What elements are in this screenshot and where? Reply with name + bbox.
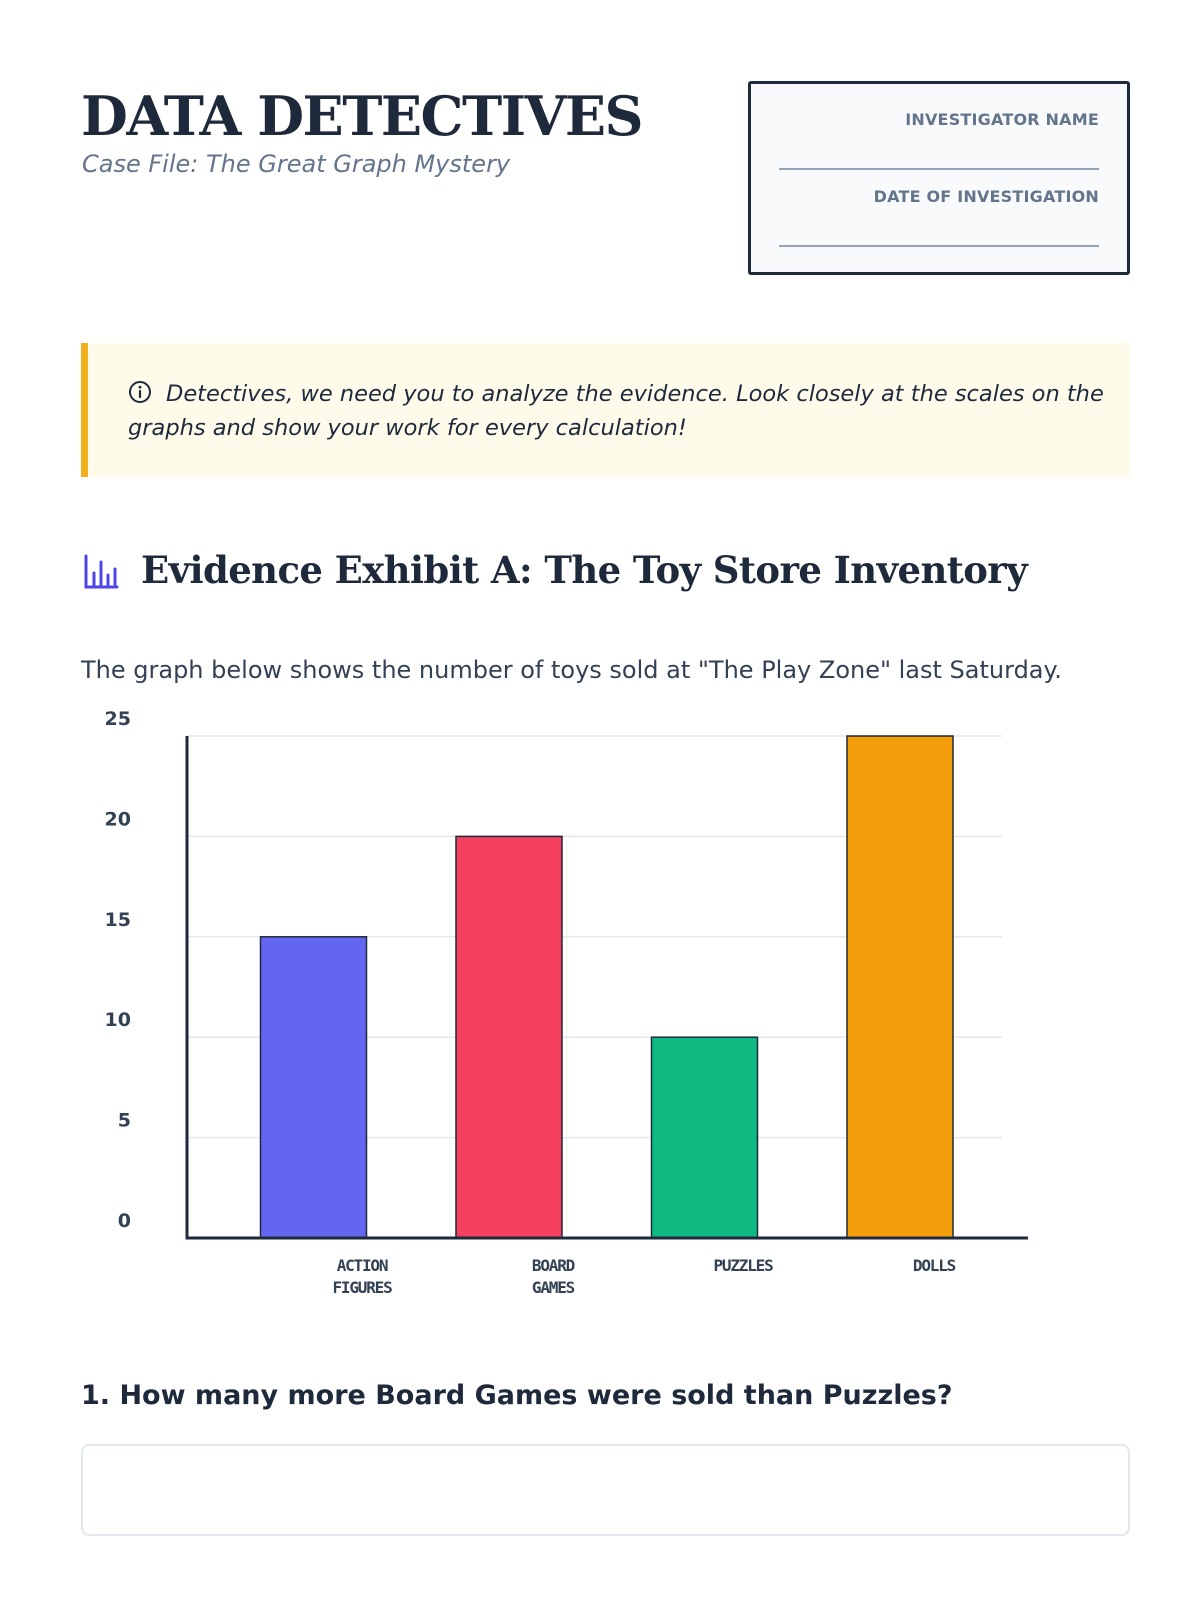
x-category-label: DOLLS [913, 1256, 956, 1275]
callout-text: Detectives, we need you to analyze the e… [128, 381, 1104, 441]
bar-chart-icon [84, 554, 119, 589]
y-axis-ticks: 0 5 10 15 20 25 [105, 708, 131, 1232]
bar [455, 835, 563, 1239]
answer-box-1[interactable] [81, 1444, 1130, 1536]
x-category-label: PUZZLES [713, 1256, 773, 1275]
section-title: Evidence Exhibit A: The Toy Store Invent… [141, 548, 1028, 592]
bar [846, 735, 954, 1239]
toy-sales-bar-chart: 0 5 10 15 20 25 ACTION FIGURES BOARD GAMES PUZZLE… [105, 708, 1028, 1297]
x-category-label: BOARD GAMES [532, 1256, 575, 1297]
callout-body: Detectives, we need you to analyze the e… [128, 377, 1108, 445]
instructions-callout: Detectives, we need you to analyze the e… [81, 343, 1130, 477]
question-1: 1. How many more Board Games were sold t… [81, 1380, 953, 1411]
investigation-date-label: DATE OF INVESTIGATION [873, 187, 1099, 206]
investigation-date-line[interactable] [779, 245, 1099, 247]
chart-description: The graph below shows the number of toys… [81, 656, 1062, 684]
investigator-info-box: INVESTIGATOR NAME DATE OF INVESTIGATION [748, 81, 1130, 275]
page-subtitle: Case File: The Great Graph Mystery [82, 150, 511, 178]
chart-axes [185, 736, 1028, 1240]
y-tick-label: 15 [105, 909, 131, 931]
bar [650, 1036, 759, 1239]
page-title: DATA DETECTIVES [81, 84, 644, 148]
x-axis-categories: ACTION FIGURES BOARD GAMES PUZZLES DOLLS [332, 1256, 956, 1297]
y-tick-label: 5 [118, 1110, 131, 1132]
investigator-name-label: INVESTIGATOR NAME [905, 110, 1099, 129]
y-tick-label: 20 [105, 808, 131, 830]
bar [259, 936, 368, 1239]
chart-bars [259, 735, 954, 1239]
y-tick-label: 25 [105, 708, 131, 730]
x-category-label: ACTION FIGURES [332, 1256, 392, 1297]
investigator-name-line[interactable] [779, 168, 1099, 170]
y-tick-label: 10 [105, 1009, 131, 1031]
y-tick-label: 0 [118, 1210, 131, 1232]
info-icon [129, 381, 151, 403]
